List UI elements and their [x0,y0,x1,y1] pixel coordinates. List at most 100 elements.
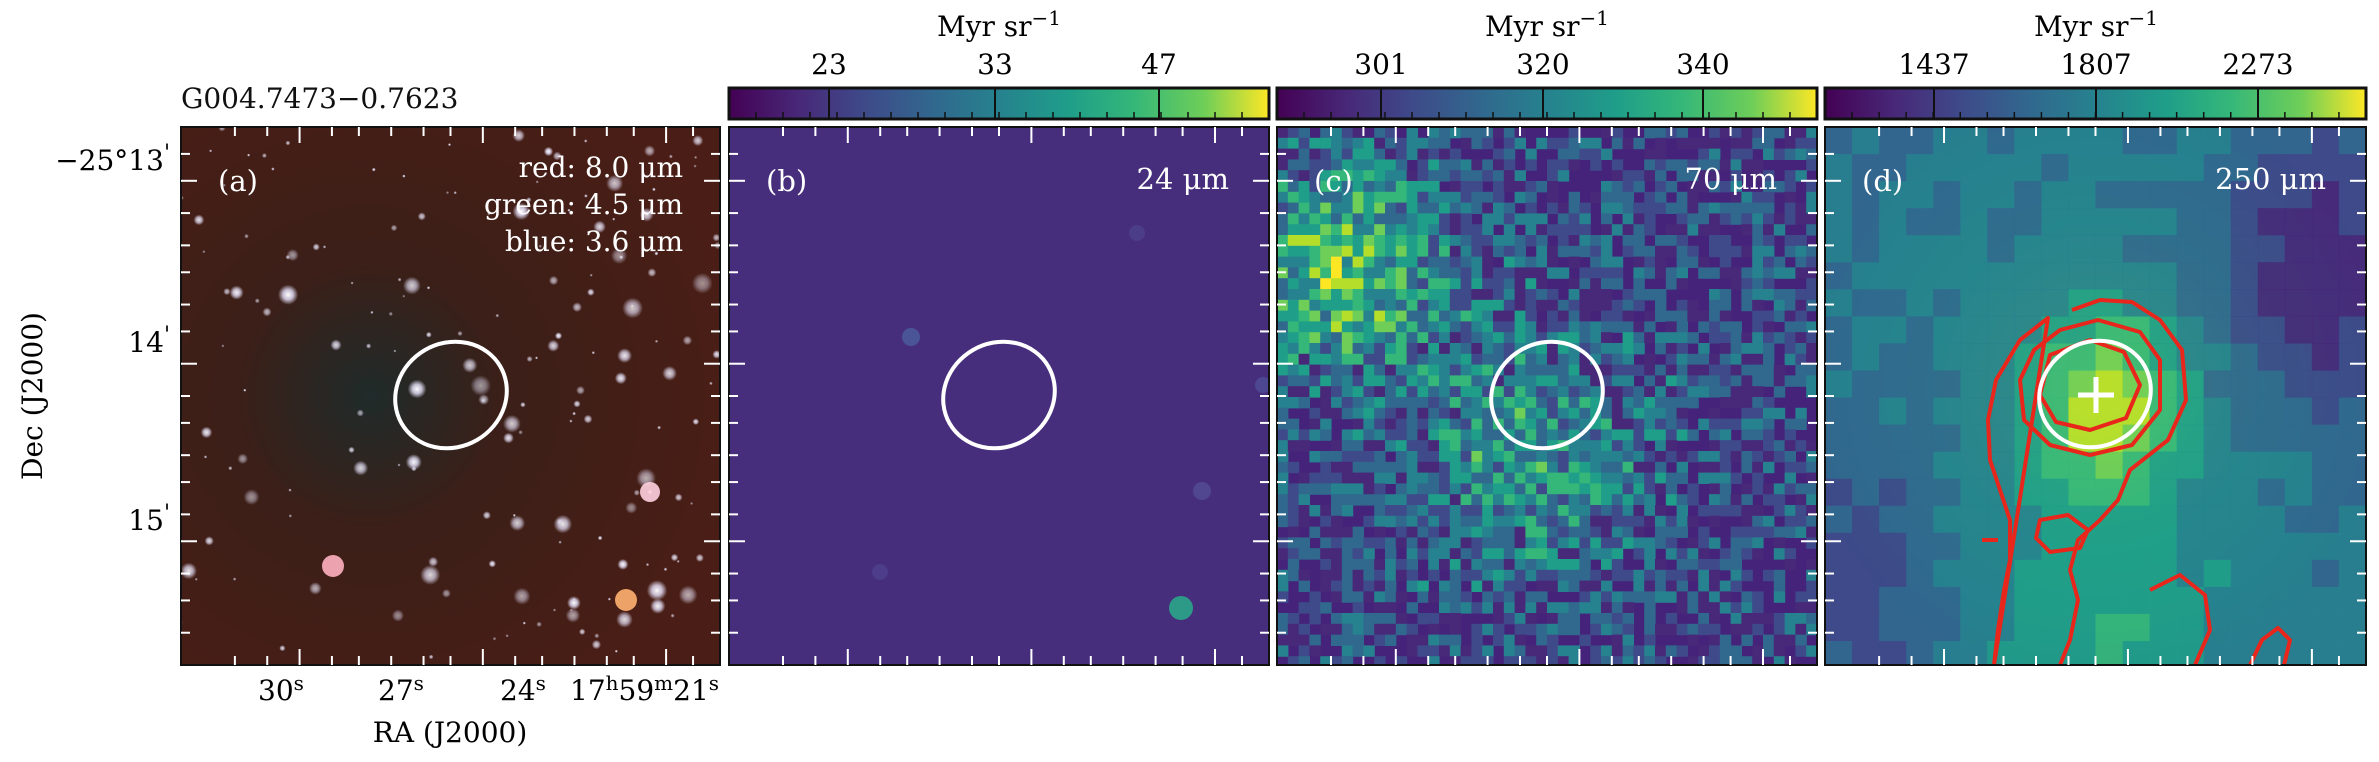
pixel [1644,580,1656,592]
star [553,514,573,534]
pixel [1363,407,1375,420]
pixel [1590,278,1602,290]
pixel [1752,213,1764,225]
pixel [1363,224,1375,236]
pixel [1439,127,1451,139]
pixel [1644,159,1656,171]
pixel [1933,559,1961,588]
pixel [1676,526,1688,538]
pixel [1655,440,1667,452]
pixel [1579,213,1591,225]
pixel [1622,213,1634,225]
pixel [1331,580,1343,592]
pixel [1601,310,1613,322]
star [285,254,291,260]
pixel [1698,537,1710,549]
pixel [2311,262,2340,290]
pixel [1514,353,1526,366]
pixel [1752,537,1764,549]
pixel [1611,375,1624,387]
pixel [1385,310,1397,322]
pixel [1557,494,1570,506]
pixel [1460,224,1472,236]
pixel [1298,202,1310,214]
pixel [1557,148,1570,160]
pixel [1525,537,1537,549]
star [650,598,666,614]
pixel [1471,137,1483,150]
pixel [1665,386,1678,398]
pixel [1406,224,1418,236]
star [223,288,231,296]
pixel [1601,440,1613,452]
pixel [1622,515,1634,528]
pixel [1852,343,1880,372]
pixel [1298,537,1310,549]
pixel [1395,224,1408,236]
pixel [1298,386,1310,398]
pixel [2284,478,2313,507]
pixel [1352,440,1364,452]
pixel [1676,343,1688,355]
pixel [1879,370,1907,399]
pixel [1417,505,1429,517]
pixel [1482,299,1494,312]
pixel [1795,353,1807,366]
star [393,349,397,353]
pixel [1331,289,1343,301]
pixel [1547,364,1559,376]
pixel [1590,623,1602,636]
pixel [1879,208,1907,236]
pixel [1406,623,1418,636]
pixel [1460,602,1472,614]
pixel [1449,375,1462,387]
pixel [1493,483,1505,495]
bright-star [640,482,660,502]
pixel [1655,343,1667,355]
star [288,488,292,492]
pixel [1449,623,1462,636]
pixel [1622,299,1634,312]
pixel [1406,256,1418,268]
pixel [1633,548,1645,560]
pixel [1439,483,1451,495]
pixel [1287,343,1300,355]
pixel [1655,299,1667,312]
pixel [1825,235,1853,263]
pixel [1687,623,1699,636]
pixel [1795,148,1807,160]
star [567,596,581,610]
pixel [1601,386,1613,398]
pixel [1763,353,1775,366]
pixel [1277,202,1289,214]
pixel [1611,353,1624,366]
pixel [1385,515,1397,528]
pixel [2257,559,2286,588]
pixel [1590,148,1602,160]
pixel [1341,202,1354,214]
pixel [1428,429,1440,441]
pixel [1547,159,1559,171]
pixel [1493,148,1505,160]
pixel [1363,375,1375,387]
pixel [1417,245,1429,258]
colorbar-d-tick-2: 2273 [2222,48,2293,81]
pixel [1987,424,2015,453]
pixel [1557,224,1570,236]
pixel [1557,461,1570,474]
pixel [1525,429,1537,441]
pixel [1698,602,1710,614]
pixel [1655,332,1667,344]
pixel [1698,202,1710,214]
pixel [1493,170,1505,182]
pixel [1493,321,1505,333]
pixel [1752,451,1764,463]
pixel [1784,548,1796,560]
pixel [1611,364,1624,376]
x-tick-label-2: 24s [500,671,546,707]
star [584,194,588,198]
pixel [1933,478,1961,507]
pixel [1601,526,1613,538]
pixel [1385,548,1397,560]
pixel [1536,386,1548,398]
